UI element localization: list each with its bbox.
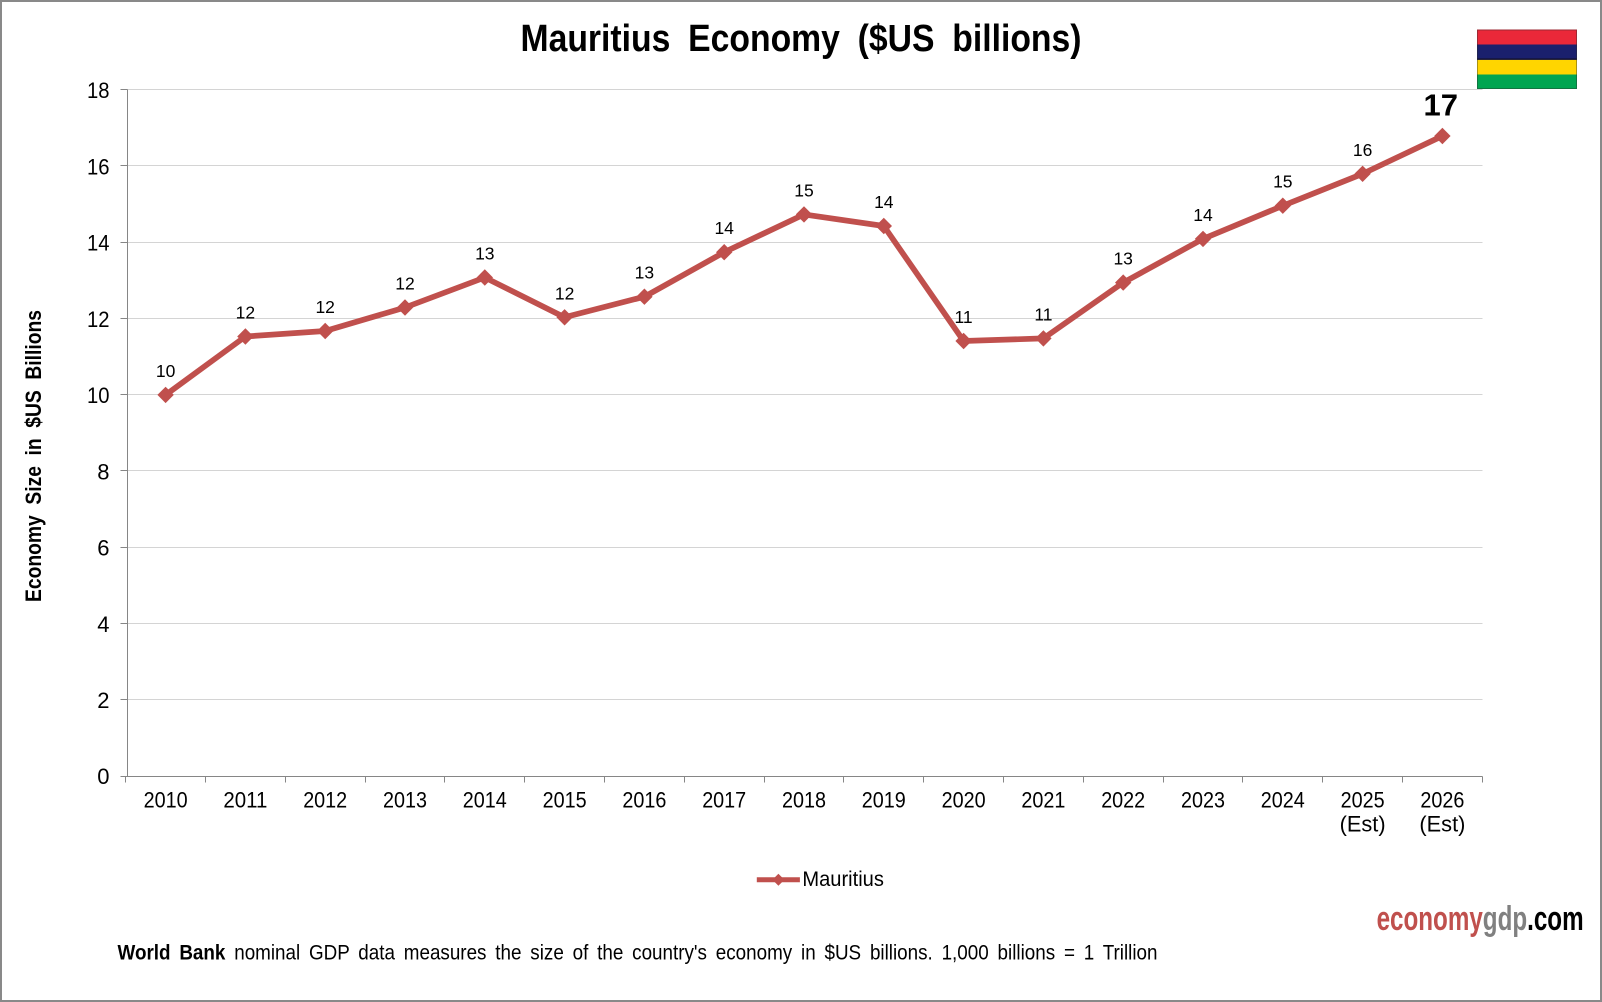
svg-text:11: 11 [1034, 304, 1052, 324]
svg-text:15: 15 [1273, 172, 1292, 192]
svg-text:18: 18 [87, 78, 110, 103]
svg-text:World Bank nominal GDP data me: World Bank nominal GDP data measures the… [118, 942, 1158, 965]
svg-text:2026: 2026 [1420, 788, 1464, 813]
svg-text:2010: 2010 [144, 788, 188, 813]
svg-text:2020: 2020 [942, 788, 986, 813]
svg-text:Mauritius: Mauritius [802, 867, 884, 891]
svg-text:2017: 2017 [702, 788, 746, 813]
svg-text:2019: 2019 [862, 788, 906, 813]
svg-text:14: 14 [874, 192, 894, 212]
svg-text:10: 10 [156, 361, 176, 381]
svg-text:2014: 2014 [463, 788, 507, 813]
svg-text:10: 10 [87, 383, 110, 408]
svg-text:Mauritius Economy ($US billion: Mauritius Economy ($US billions) [521, 18, 1082, 60]
svg-text:2015: 2015 [543, 788, 587, 813]
svg-text:14: 14 [714, 218, 734, 238]
svg-text:17: 17 [1424, 88, 1458, 123]
svg-text:13: 13 [1113, 249, 1132, 269]
svg-text:(Est): (Est) [1419, 812, 1465, 837]
svg-text:2018: 2018 [782, 788, 826, 813]
svg-text:16: 16 [87, 154, 110, 179]
svg-text:12: 12 [315, 297, 334, 317]
svg-text:14: 14 [87, 231, 110, 256]
svg-text:8: 8 [97, 459, 109, 484]
svg-text:13: 13 [475, 244, 494, 264]
svg-text:(Est): (Est) [1340, 812, 1386, 837]
svg-text:2022: 2022 [1101, 788, 1145, 813]
svg-text:Economy Size in $US Billions: Economy Size in $US Billions [21, 310, 46, 602]
svg-text:2025: 2025 [1341, 788, 1385, 813]
svg-text:15: 15 [794, 180, 813, 200]
svg-text:4: 4 [97, 612, 109, 637]
svg-text:12: 12 [87, 307, 110, 332]
svg-text:12: 12 [236, 303, 255, 323]
svg-text:economygdp.com: economygdp.com [1377, 900, 1584, 938]
svg-text:6: 6 [97, 536, 109, 561]
svg-text:14: 14 [1193, 205, 1213, 225]
svg-text:11: 11 [955, 307, 973, 327]
svg-text:12: 12 [395, 274, 414, 294]
svg-text:2016: 2016 [622, 788, 666, 813]
svg-text:2012: 2012 [303, 788, 347, 813]
svg-text:2024: 2024 [1261, 788, 1305, 813]
svg-text:2: 2 [97, 688, 109, 713]
svg-text:2013: 2013 [383, 788, 427, 813]
svg-text:0: 0 [97, 764, 109, 789]
svg-text:12: 12 [555, 283, 574, 303]
svg-text:2023: 2023 [1181, 788, 1225, 813]
svg-text:13: 13 [635, 263, 654, 283]
svg-text:16: 16 [1353, 140, 1372, 160]
svg-text:2011: 2011 [223, 788, 267, 813]
svg-text:2021: 2021 [1021, 788, 1065, 813]
